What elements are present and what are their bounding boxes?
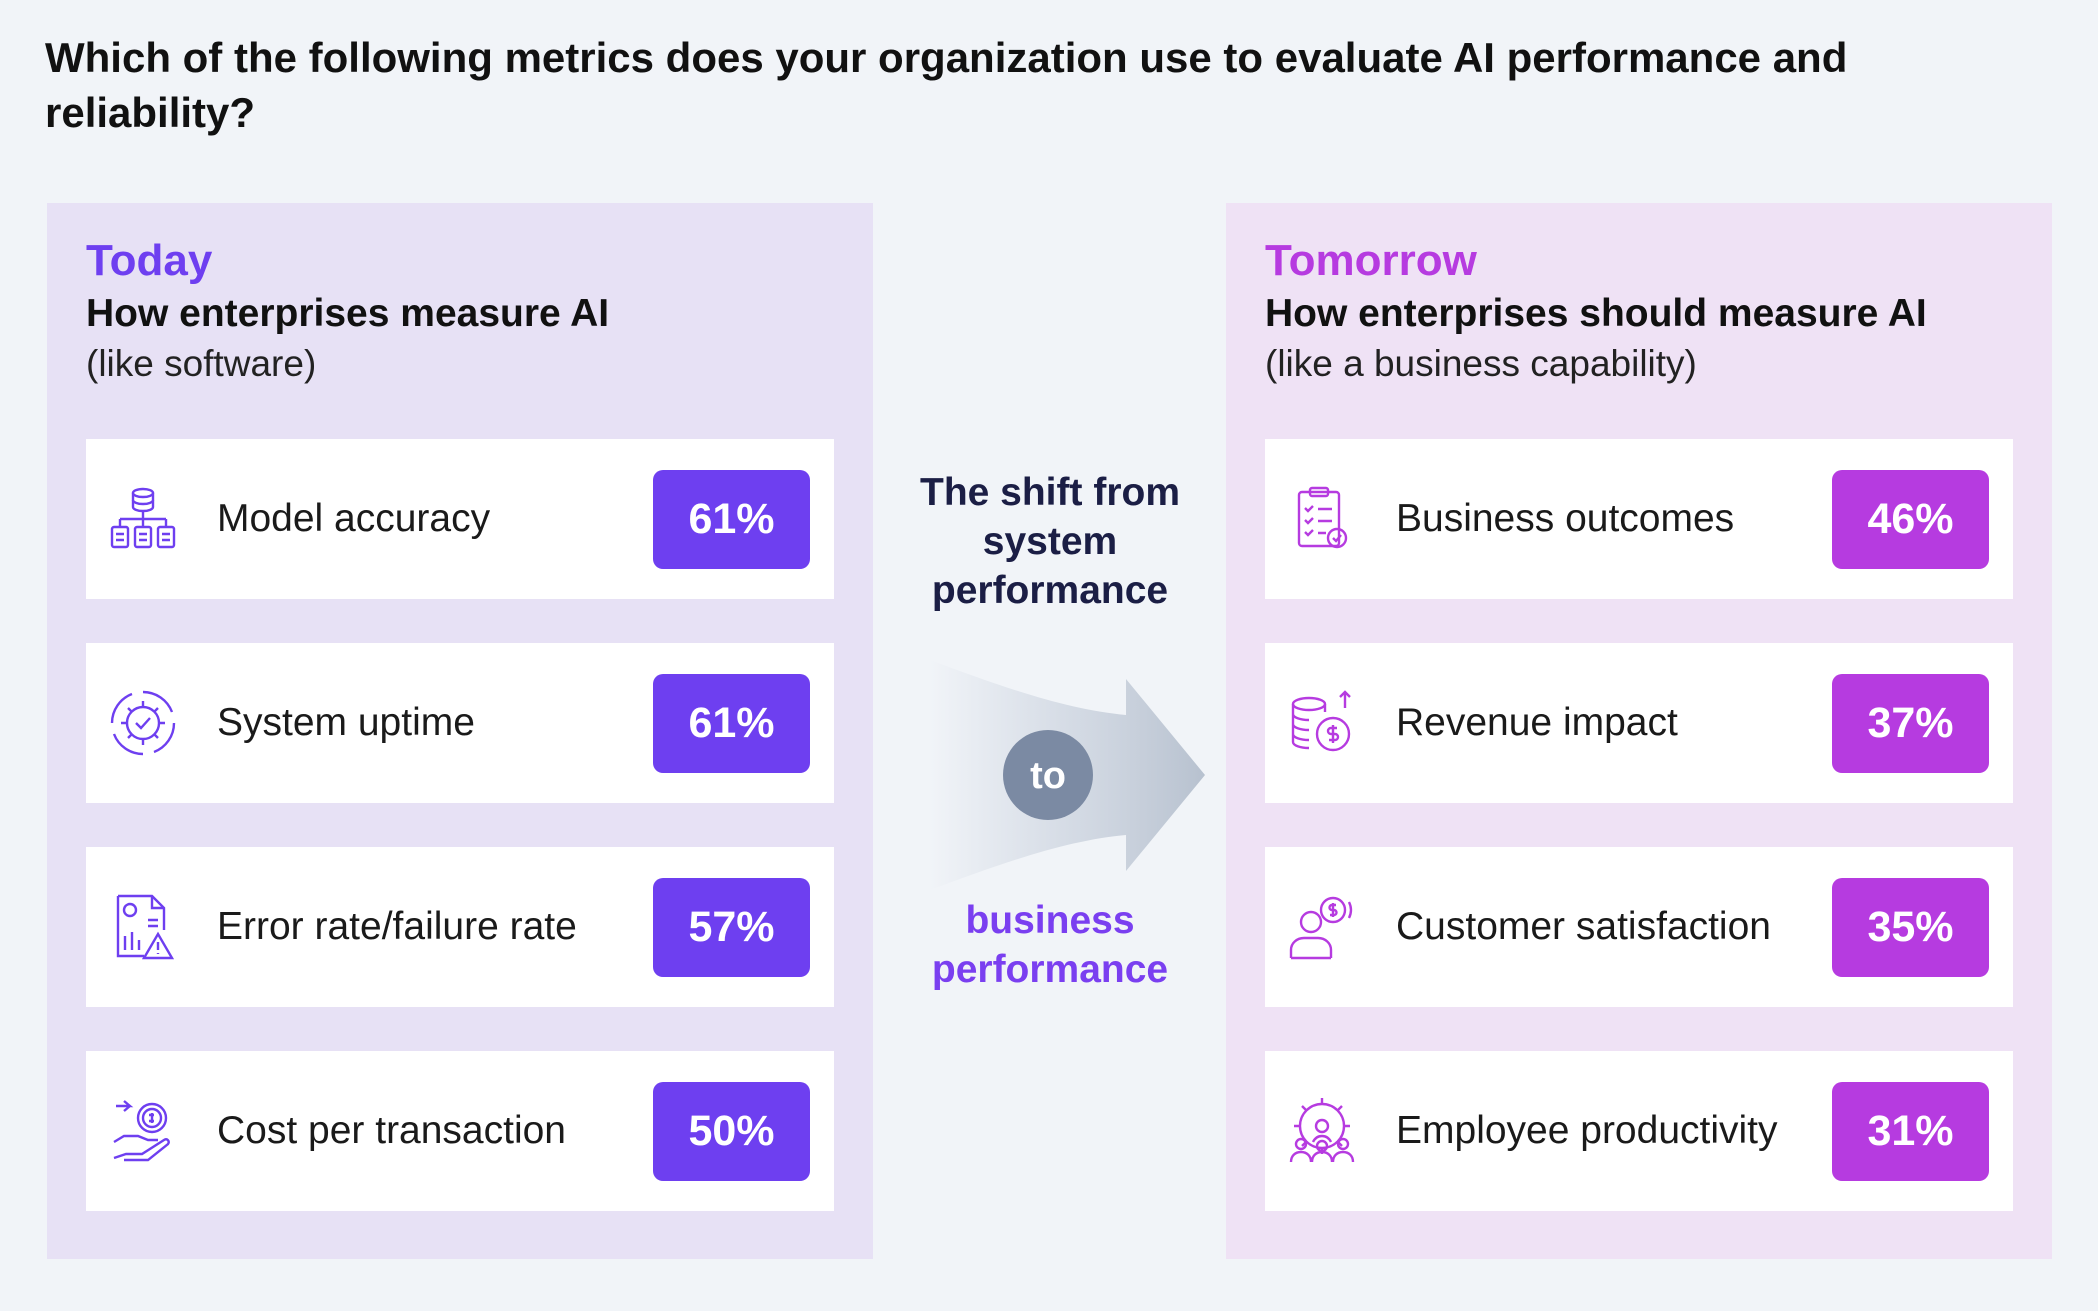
customer-money-icon: [1287, 892, 1357, 962]
metric-card-employee-productivity: Employee productivity 31%: [1265, 1051, 2013, 1211]
connector-text: to: [1030, 755, 1066, 797]
metric-value-badge: 31%: [1832, 1082, 1989, 1181]
shift-arrow-icon: to: [930, 660, 1205, 890]
today-kicker: Today: [86, 236, 213, 285]
hand-coins-icon: [108, 1096, 178, 1166]
coins-growth-icon: [1287, 688, 1357, 758]
metric-value-badge: 50%: [653, 1082, 810, 1181]
team-gear-icon: [1287, 1096, 1357, 1166]
shift-to-text: business performance: [931, 899, 1169, 991]
metric-card-cost-per-transaction: Cost per transaction 50%: [86, 1051, 834, 1211]
today-subhead: How enterprises measure AI: [86, 292, 610, 335]
metric-value-badge: 61%: [653, 470, 810, 569]
gear-cycle-check-icon: [108, 688, 178, 758]
connector-circle: [1003, 730, 1093, 820]
shift-from-text: The shift from system performance: [920, 471, 1180, 612]
metric-card-error-rate: Error rate/failure rate 57%: [86, 847, 834, 1007]
metric-card-business-outcomes: Business outcomes 46%: [1265, 439, 2013, 599]
metric-label: Customer satisfaction: [1396, 905, 1771, 948]
metric-label: Revenue impact: [1396, 701, 1678, 744]
metric-value-badge: 46%: [1832, 470, 1989, 569]
clipboard-checklist-icon: [1287, 484, 1357, 554]
tomorrow-note: (like a business capability): [1265, 343, 1697, 384]
metric-card-revenue-impact: Revenue impact 37%: [1265, 643, 2013, 803]
tomorrow-header: Tomorrow How enterprises should measure …: [1265, 233, 1927, 389]
metric-label: Error rate/failure rate: [217, 905, 577, 948]
metric-value-badge: 37%: [1832, 674, 1989, 773]
tomorrow-subhead: How enterprises should measure AI: [1265, 292, 1927, 335]
tomorrow-kicker: Tomorrow: [1265, 236, 1477, 285]
page-title: Which of the following metrics does your…: [45, 34, 1848, 136]
metric-label: Employee productivity: [1396, 1109, 1778, 1152]
metric-card-customer-satisfaction: Customer satisfaction 35%: [1265, 847, 2013, 1007]
today-note: (like software): [86, 343, 317, 384]
tomorrow-panel: Tomorrow How enterprises should measure …: [1226, 203, 2052, 1259]
metric-card-model-accuracy: Model accuracy 61%: [86, 439, 834, 599]
today-panel: Today How enterprises measure AI (like s…: [47, 203, 873, 1259]
metric-label: System uptime: [217, 701, 475, 744]
database-hierarchy-icon: [108, 484, 178, 554]
metric-label: Cost per transaction: [217, 1109, 567, 1152]
metric-label: Model accuracy: [217, 497, 491, 540]
report-warning-icon: [108, 892, 178, 962]
metric-label: Business outcomes: [1396, 497, 1735, 540]
metric-value-badge: 57%: [653, 878, 810, 977]
metric-value-badge: 61%: [653, 674, 810, 773]
metric-value-badge: 35%: [1832, 878, 1989, 977]
metric-card-system-uptime: System uptime 61%: [86, 643, 834, 803]
today-header: Today How enterprises measure AI (like s…: [86, 233, 609, 389]
